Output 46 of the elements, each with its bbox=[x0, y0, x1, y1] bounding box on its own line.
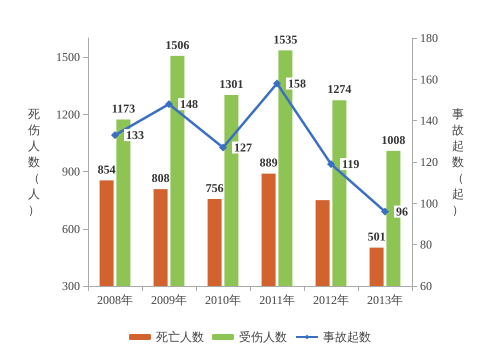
x-tick-label: 2013年 bbox=[367, 293, 403, 307]
point bbox=[381, 208, 389, 216]
y-axis-title: 死伤人数（人） bbox=[28, 107, 40, 217]
y2-tick-label: 160 bbox=[420, 72, 438, 86]
data-label: 1173 bbox=[112, 101, 136, 116]
point bbox=[327, 160, 335, 168]
point bbox=[111, 131, 119, 140]
data-label: 148 bbox=[180, 97, 198, 112]
data-label: 133 bbox=[126, 128, 144, 142]
data-label: 756 bbox=[206, 181, 224, 196]
x-tick-label: 2011年 bbox=[259, 293, 295, 307]
y2-tick-label: 80 bbox=[420, 238, 432, 252]
y2-axis-title: 事故起数（起） bbox=[452, 107, 464, 217]
legend-label: 死亡人数 bbox=[156, 330, 204, 344]
y-tick-label: 600 bbox=[62, 222, 80, 236]
y-tick-label: 1500 bbox=[56, 50, 80, 64]
data-label: 1274 bbox=[327, 82, 352, 96]
data-label: 158 bbox=[288, 76, 306, 90]
data-label: 127 bbox=[234, 140, 252, 155]
x-tick-label: 2012年 bbox=[313, 293, 349, 307]
y2-tick-label: 120 bbox=[420, 155, 438, 169]
y2-tick-label: 140 bbox=[420, 114, 438, 128]
y-tick-label: 1200 bbox=[56, 107, 80, 122]
data-label: 1535 bbox=[273, 32, 298, 46]
y2-tick-label: 100 bbox=[420, 196, 438, 210]
x-tick-label: 2010年 bbox=[205, 293, 241, 307]
data-label: 501 bbox=[368, 230, 386, 244]
legend-label: 事故起数 bbox=[323, 330, 371, 344]
data-label: 1506 bbox=[165, 38, 190, 52]
point bbox=[219, 144, 227, 152]
point bbox=[273, 79, 281, 88]
data-label: 119 bbox=[342, 157, 360, 172]
y2-tick-label: 180 bbox=[420, 31, 438, 45]
x-tick-label: 2008年 bbox=[97, 293, 133, 307]
data-label: 1301 bbox=[219, 77, 244, 92]
data-label: 808 bbox=[152, 171, 170, 186]
data-label: 1008 bbox=[381, 132, 406, 147]
x-tick-label: 2009年 bbox=[151, 293, 187, 307]
data-label: 96 bbox=[396, 204, 408, 219]
y-tick-label: 300 bbox=[62, 279, 80, 293]
data-label: 889 bbox=[260, 156, 278, 170]
legend-label: 受伤人数 bbox=[239, 330, 287, 344]
data-label: 854 bbox=[98, 162, 116, 176]
y-tick-label: 900 bbox=[62, 164, 80, 179]
point bbox=[165, 100, 173, 108]
y2-tick-label: 60 bbox=[420, 279, 432, 293]
